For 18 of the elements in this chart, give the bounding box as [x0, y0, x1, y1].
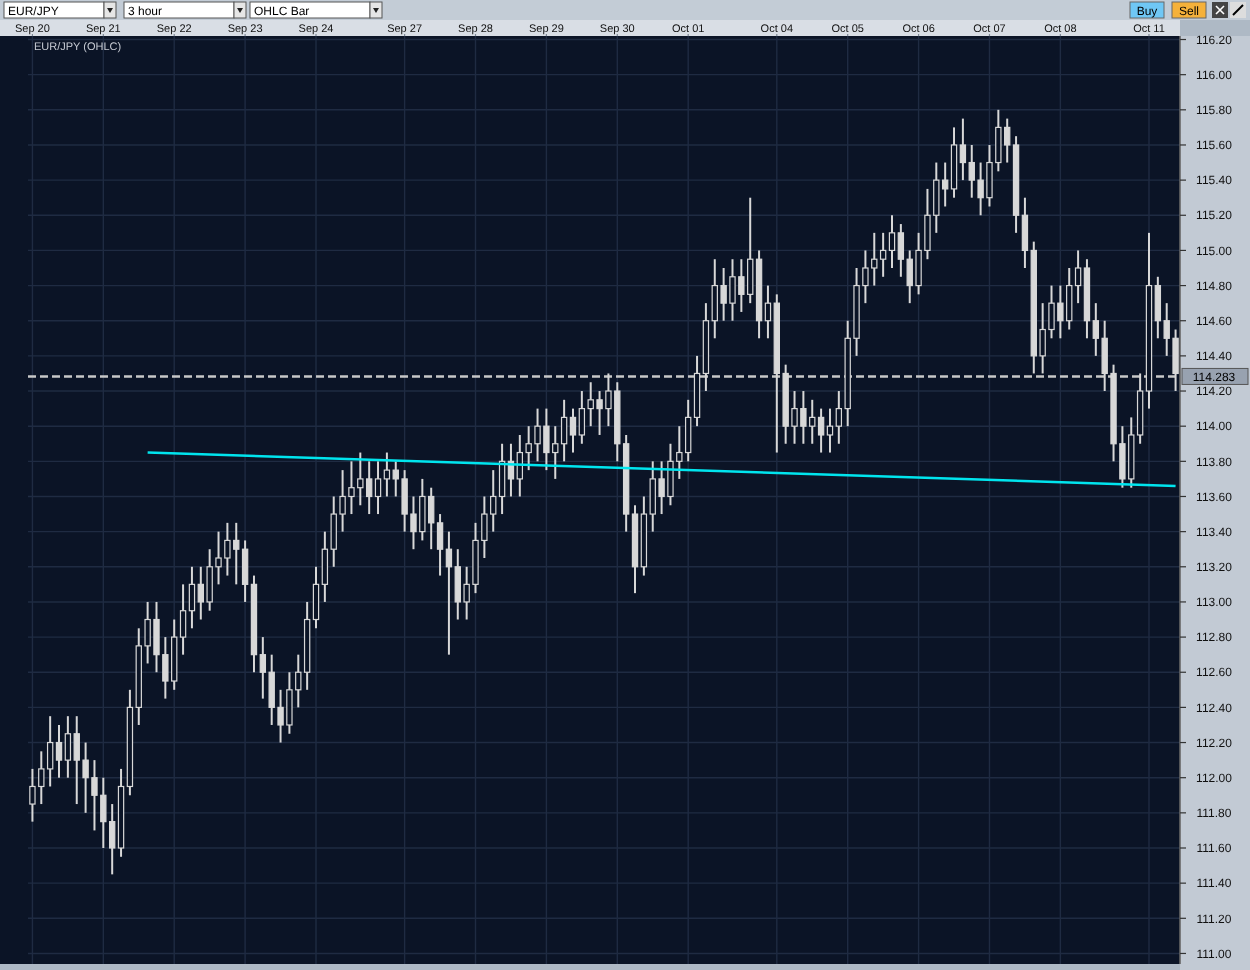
candlestick	[897, 223, 905, 278]
candlestick	[578, 390, 586, 445]
candlestick	[879, 231, 887, 278]
candlestick	[817, 407, 825, 454]
candlestick	[383, 451, 391, 498]
candlestick	[46, 715, 54, 788]
candlestick	[64, 715, 72, 779]
candlestick	[374, 460, 382, 516]
candlestick	[950, 126, 958, 199]
candlestick	[959, 117, 967, 182]
candlestick	[888, 214, 896, 269]
candlestick	[569, 407, 577, 454]
candlestick	[560, 398, 568, 463]
candlestick	[445, 530, 453, 656]
candlestick	[55, 723, 63, 779]
candlestick	[826, 407, 834, 454]
candlestick	[188, 565, 196, 630]
candlestick	[365, 460, 373, 516]
